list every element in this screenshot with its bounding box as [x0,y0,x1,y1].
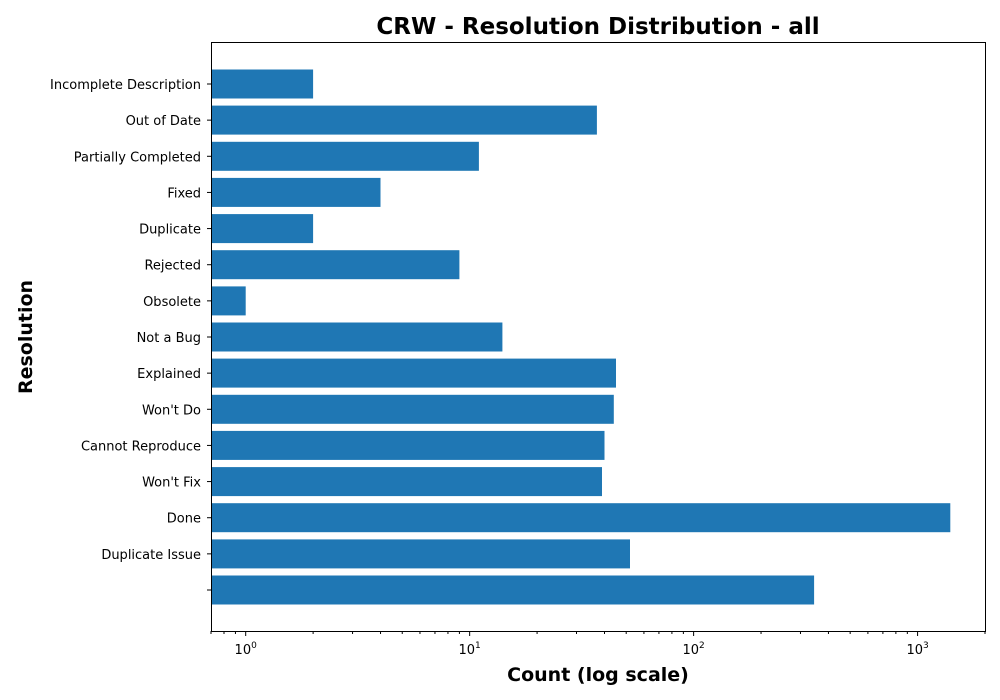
bar [211,69,314,99]
bar [211,250,460,280]
y-tick-label: Not a Bug [137,331,201,346]
y-axis-label: Resolution [15,280,37,394]
x-tick-label: 100 [235,641,258,658]
bar [211,214,314,244]
bar [211,177,381,207]
x-tick-label: 101 [459,641,481,658]
y-tick-label: Fixed [167,186,201,201]
x-axis-ticks: 100 101 102 103 [210,631,986,658]
bar [211,141,479,171]
chart-title: CRW - Resolution Distribution - all [376,14,819,40]
x-tick-label: 102 [682,641,704,658]
bars-layer [211,69,951,605]
y-tick-label: Explained [137,367,201,382]
y-tick-label: Cannot Reproduce [81,439,201,454]
bar [211,430,605,460]
y-tick-label: Rejected [144,259,201,274]
y-tick-label: Obsolete [143,295,201,310]
bar [211,394,614,424]
bar [211,467,602,497]
y-tick-label: Out of Date [126,114,201,129]
y-tick-label: Duplicate Issue [101,548,201,563]
y-tick-label: Done [167,512,201,527]
y-tick-label: Won't Do [142,403,201,418]
bar [211,575,815,605]
bar [211,286,246,316]
bar [211,539,630,569]
y-axis-ticks: Incomplete Description Out of Date Partial… [50,78,211,591]
bar [211,322,503,352]
x-axis-label: Count (log scale) [507,664,689,686]
bar [211,358,616,388]
y-tick-label: Incomplete Description [50,78,201,93]
plot-frame [211,42,986,632]
x-tick-label: 103 [906,641,928,658]
y-tick-label: Partially Completed [74,150,201,165]
bar [211,503,951,533]
y-tick-label: Won't Fix [142,476,201,491]
bar [211,105,597,135]
y-tick-label: Duplicate [139,223,201,238]
